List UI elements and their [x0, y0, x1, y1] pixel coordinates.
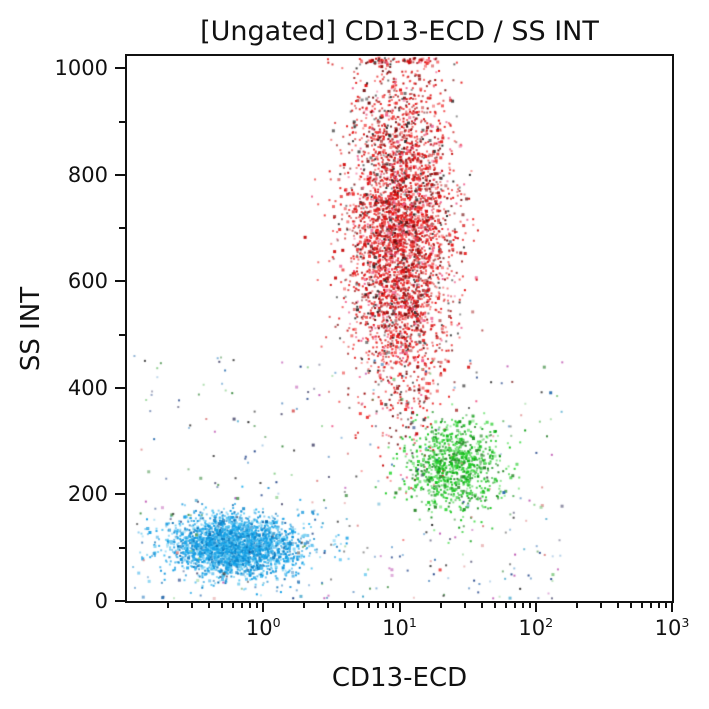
- y-tick-label: 1000: [54, 56, 108, 81]
- x-minor-tick: [385, 603, 388, 608]
- x-minor-tick: [249, 603, 252, 608]
- x-minor-tick: [303, 603, 306, 608]
- x-minor-tick: [640, 603, 643, 608]
- x-minor-tick: [528, 603, 531, 608]
- x-minor-tick: [344, 603, 347, 608]
- x-minor-tick: [368, 603, 371, 608]
- y-tick-label: 400: [67, 375, 108, 400]
- x-minor-tick: [232, 603, 235, 608]
- x-minor-tick: [463, 603, 466, 608]
- x-minor-tick: [208, 603, 211, 608]
- x-minor-tick: [221, 603, 224, 608]
- x-major-tick: [262, 603, 265, 612]
- scatter-canvas: [127, 56, 672, 601]
- x-tick-label: 101: [382, 615, 417, 640]
- x-tick-exponent: 2: [545, 615, 554, 630]
- x-minor-tick: [241, 603, 244, 608]
- x-tick-exponent: 0: [272, 615, 281, 630]
- x-tick-label: 103: [654, 615, 690, 640]
- x-minor-tick: [480, 603, 483, 608]
- x-minor-tick: [575, 603, 578, 608]
- x-minor-tick: [504, 603, 507, 608]
- x-tick-exponent: 3: [681, 615, 690, 630]
- x-minor-tick: [657, 603, 660, 608]
- x-minor-tick: [377, 603, 380, 608]
- y-tick-label: 200: [67, 482, 108, 507]
- x-minor-tick: [664, 603, 667, 608]
- x-minor-tick: [493, 603, 496, 608]
- x-minor-tick: [327, 603, 330, 608]
- x-minor-tick: [521, 603, 524, 608]
- x-axis-label: CD13-ECD: [331, 663, 468, 693]
- x-major-tick: [398, 603, 401, 612]
- x-minor-tick: [256, 603, 258, 608]
- x-minor-tick: [357, 603, 360, 608]
- y-tick-label: 0: [94, 589, 108, 613]
- x-minor-tick: [439, 603, 442, 608]
- x-minor-tick: [649, 603, 652, 608]
- x-major-tick: [671, 603, 673, 612]
- x-tick-label: 100: [245, 615, 281, 640]
- y-axis-label: SS INT: [16, 286, 46, 372]
- chart-title: [Ungated] CD13-ECD / SS INT: [200, 16, 599, 47]
- x-minor-tick: [629, 603, 632, 608]
- x-minor-tick: [616, 603, 619, 608]
- x-minor-tick: [599, 603, 602, 608]
- x-minor-tick: [513, 603, 516, 608]
- x-minor-tick: [191, 603, 193, 608]
- y-tick-label: 800: [67, 162, 108, 187]
- x-tick-exponent: 1: [408, 615, 417, 630]
- x-major-tick: [534, 603, 537, 612]
- x-minor-tick: [167, 603, 169, 608]
- x-tick-label: 102: [518, 615, 554, 640]
- x-minor-tick: [392, 603, 395, 608]
